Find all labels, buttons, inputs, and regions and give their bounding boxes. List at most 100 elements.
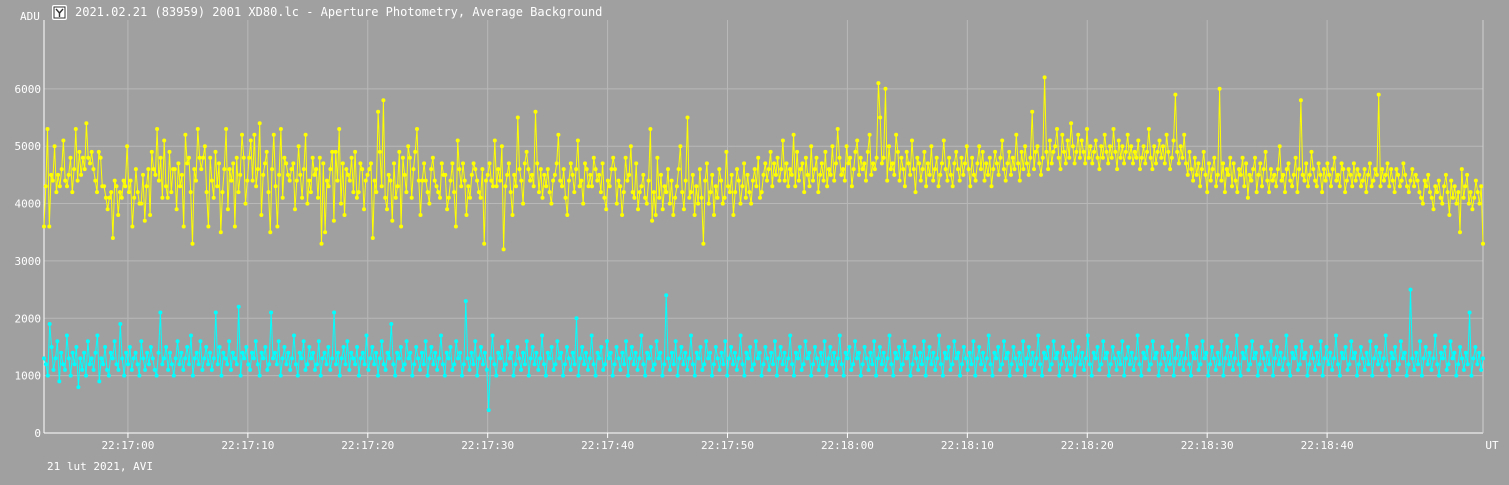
app-icon[interactable] <box>52 4 67 20</box>
data-point <box>977 345 982 349</box>
data-point <box>1049 161 1054 166</box>
data-point <box>334 362 338 367</box>
data-point <box>133 167 138 172</box>
data-point <box>298 172 303 177</box>
data-point <box>209 367 214 372</box>
data-point <box>388 178 393 183</box>
data-point <box>1444 367 1449 372</box>
data-point <box>1115 167 1120 172</box>
data-point <box>1270 178 1275 183</box>
data-point <box>416 356 421 361</box>
data-point <box>383 195 388 200</box>
data-point <box>307 178 312 183</box>
data-point <box>1293 155 1298 160</box>
data-point <box>860 362 865 367</box>
data-point <box>528 178 533 183</box>
data-point <box>544 184 549 189</box>
data-point <box>1475 190 1480 195</box>
data-point <box>1400 356 1405 361</box>
data-point <box>697 167 702 172</box>
data-point <box>749 201 754 206</box>
data-point <box>59 167 64 172</box>
data-point <box>1059 362 1064 367</box>
x-tick-label: 22:17:10 <box>221 439 274 452</box>
data-point <box>116 213 121 217</box>
data-point <box>148 345 153 349</box>
data-point <box>475 178 480 183</box>
data-point <box>110 356 115 361</box>
data-point <box>407 155 412 160</box>
data-point <box>383 367 388 372</box>
data-point <box>973 178 978 183</box>
data-point <box>645 350 650 355</box>
data-point <box>626 373 630 378</box>
data-point <box>811 362 816 367</box>
data-point <box>643 373 648 378</box>
data-point <box>51 367 56 372</box>
data-point <box>1166 350 1171 355</box>
data-point <box>406 356 411 361</box>
data-point <box>1106 161 1111 166</box>
data-point <box>236 304 241 309</box>
data-point <box>633 350 638 355</box>
data-point <box>545 167 550 172</box>
data-point <box>623 155 628 160</box>
data-point <box>542 172 547 177</box>
data-point <box>1436 178 1441 183</box>
data-point <box>127 345 132 349</box>
data-point <box>1461 367 1466 372</box>
x-tick-label: 22:17:40 <box>581 439 634 452</box>
data-point <box>190 241 195 246</box>
data-point <box>1358 345 1363 349</box>
data-point <box>454 339 459 344</box>
data-point <box>1286 362 1291 367</box>
data-point <box>529 172 534 177</box>
data-point <box>1283 190 1287 195</box>
data-point <box>942 350 947 355</box>
data-point <box>1351 356 1356 361</box>
data-point <box>1248 362 1253 367</box>
data-point <box>333 149 338 154</box>
data-point <box>1085 127 1089 131</box>
data-point <box>1189 167 1194 172</box>
data-point <box>1175 345 1180 349</box>
data-point <box>1406 190 1411 195</box>
data-point <box>1222 190 1227 195</box>
data-point <box>668 367 672 372</box>
data-point <box>993 149 998 154</box>
data-point <box>392 161 396 166</box>
data-point <box>568 367 573 372</box>
data-point <box>540 195 545 200</box>
data-point <box>492 362 497 367</box>
data-point <box>717 167 722 172</box>
data-point <box>61 362 66 367</box>
data-point <box>1244 345 1249 349</box>
data-point <box>1339 161 1344 166</box>
data-point <box>510 213 515 217</box>
data-point <box>491 184 495 189</box>
data-point <box>917 161 922 166</box>
data-point <box>1323 178 1328 183</box>
data-point <box>435 367 440 372</box>
data-point <box>1046 167 1051 172</box>
data-point <box>839 362 844 367</box>
data-point <box>634 161 639 166</box>
data-point <box>1475 362 1480 367</box>
data-point <box>586 184 591 189</box>
data-point <box>1159 155 1164 160</box>
data-point <box>257 121 262 126</box>
data-point <box>641 362 646 367</box>
data-point <box>176 161 181 166</box>
data-point <box>555 339 560 344</box>
data-point <box>1355 167 1360 172</box>
data-point <box>1086 155 1091 160</box>
data-point <box>676 167 681 172</box>
data-point <box>466 184 471 189</box>
data-point <box>856 350 861 355</box>
data-point <box>1380 167 1385 172</box>
data-point <box>1240 155 1245 160</box>
data-point <box>694 184 699 189</box>
data-point <box>135 190 140 195</box>
data-point <box>900 362 905 367</box>
data-point <box>320 356 325 361</box>
